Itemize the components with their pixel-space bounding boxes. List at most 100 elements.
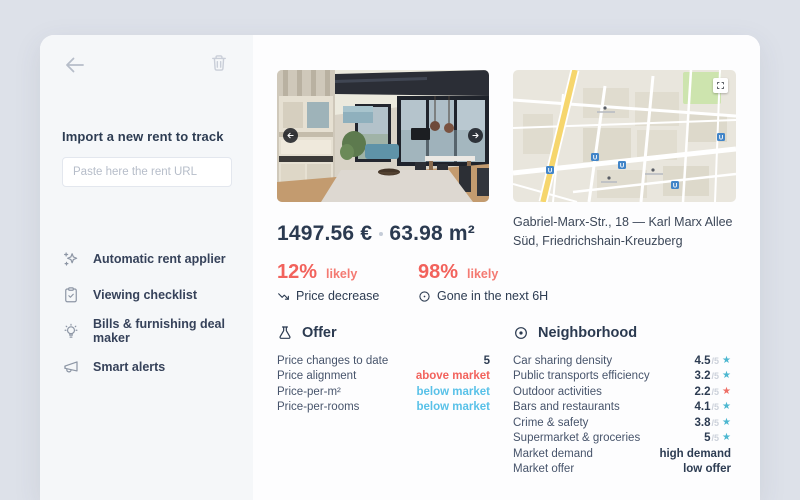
sidebar-item-bills-furnishing-deal-maker[interactable]: Bills & furnishing deal maker bbox=[62, 317, 253, 345]
offer-section: Offer Price changes to date 5 Price alig… bbox=[277, 325, 490, 415]
row-label: Outdoor activities bbox=[513, 385, 602, 398]
rating-outof: /5 bbox=[711, 402, 720, 413]
rating-row: Supermarket & groceries 5 /5 bbox=[513, 431, 731, 447]
rating-score: 2.2 bbox=[694, 385, 711, 398]
stat-gone-soon: 98% likely Gone in the next 6H bbox=[418, 261, 548, 303]
listing-detail: U U U U U 1497.56 € bbox=[253, 35, 760, 500]
back-arrow-icon bbox=[66, 57, 84, 73]
rating-score: 4.5 bbox=[694, 354, 711, 367]
map-image: U U U U U bbox=[513, 70, 736, 202]
delete-button[interactable] bbox=[209, 52, 229, 74]
rating-score: 4.1 bbox=[694, 401, 711, 414]
star-icon bbox=[722, 418, 731, 428]
sparkles-icon bbox=[64, 252, 78, 266]
fact-value: high demand bbox=[659, 447, 731, 460]
price-row: 1497.56 € 63.98 m² bbox=[277, 222, 475, 246]
import-heading: Import a new rent to track bbox=[62, 129, 224, 144]
svg-text:U: U bbox=[673, 184, 677, 190]
rating-row: Public transports efficiency 3.2 /5 bbox=[513, 369, 731, 385]
clipboard-check-icon bbox=[65, 287, 77, 303]
listing-address: Gabriel-Marx-Str., 18 — Karl Marx Allee … bbox=[513, 215, 733, 249]
row-label: Price-per-m² bbox=[277, 385, 341, 398]
offer-row: Price changes to date 5 bbox=[277, 353, 490, 369]
row-value: below market bbox=[416, 385, 491, 398]
arrow-right-icon bbox=[472, 132, 479, 139]
row-value: above market bbox=[415, 370, 490, 383]
megaphone-icon bbox=[64, 361, 78, 373]
rating-outof: /5 bbox=[711, 355, 720, 366]
rating-row: Outdoor activities 2.2 /5 bbox=[513, 384, 731, 400]
svg-text:U: U bbox=[719, 136, 723, 142]
sidebar-item-label: Smart alerts bbox=[93, 360, 166, 374]
dot-separator-icon bbox=[378, 232, 383, 236]
sidebar-item-label: Automatic rent applier bbox=[93, 252, 226, 266]
sidebar-item-label: Viewing checklist bbox=[93, 288, 197, 302]
sidebar-item-smart-alerts[interactable]: Smart alerts bbox=[62, 357, 253, 377]
svg-text:U: U bbox=[620, 164, 624, 170]
row-label: Price alignment bbox=[277, 370, 357, 383]
map-fullscreen-button[interactable] bbox=[713, 78, 728, 93]
offer-row: Price-per-m² below market bbox=[277, 384, 490, 400]
fullscreen-icon bbox=[717, 82, 724, 89]
row-value: below market bbox=[416, 401, 491, 414]
row-label: Bars and restaurants bbox=[513, 401, 620, 414]
row-label: Public transports efficiency bbox=[513, 370, 650, 383]
area-value: 63.98 m² bbox=[389, 222, 475, 245]
rating-outof: /5 bbox=[711, 371, 720, 382]
sidebar-item-viewing-checklist[interactable]: Viewing checklist bbox=[62, 285, 253, 305]
svg-text:U: U bbox=[593, 156, 597, 162]
location-pin-icon bbox=[515, 327, 527, 339]
arrow-left-icon bbox=[287, 132, 294, 139]
neighborhood-section: Neighborhood Car sharing density 4.5 /5 bbox=[513, 325, 731, 477]
row-value: 5 bbox=[483, 354, 490, 367]
sidebar-item-label: Bills & furnishing deal maker bbox=[93, 317, 225, 345]
map-preview[interactable]: U U U U U bbox=[513, 70, 736, 202]
sidebar: Import a new rent to track Automatic ren… bbox=[40, 35, 253, 500]
rating-row: Bars and restaurants 4.1 /5 bbox=[513, 400, 731, 416]
offer-rows: Price changes to date 5 Price alignment … bbox=[277, 353, 490, 415]
timer-icon bbox=[419, 290, 430, 302]
photo-carousel bbox=[277, 70, 489, 202]
rating-outof: /5 bbox=[711, 417, 720, 428]
row-label: Market offer bbox=[513, 463, 575, 476]
sidebar-item-automatic-rent-applier[interactable]: Automatic rent applier bbox=[62, 249, 253, 269]
apartment-photo bbox=[277, 70, 489, 202]
row-label: Market demand bbox=[513, 447, 593, 460]
offer-row: Price alignment above market bbox=[277, 369, 490, 385]
stat-percent: 98% bbox=[418, 261, 459, 283]
star-icon bbox=[722, 402, 731, 412]
stat-qualifier: likely bbox=[326, 267, 358, 281]
star-icon bbox=[722, 433, 731, 443]
price-value: 1497.56 € bbox=[277, 222, 373, 245]
flask-icon bbox=[279, 326, 291, 339]
row-label: Crime & safety bbox=[513, 416, 589, 429]
fact-row: Market demand high demand bbox=[513, 446, 731, 462]
rent-url-input[interactable] bbox=[62, 157, 232, 187]
row-label: Price-per-rooms bbox=[277, 401, 360, 414]
stat-caption-text: Gone in the next 6H bbox=[437, 289, 549, 303]
offer-row: Price-per-rooms below market bbox=[277, 400, 490, 416]
neighborhood-ratings: Car sharing density 4.5 /5 Public transp… bbox=[513, 353, 731, 446]
rating-score: 3.2 bbox=[694, 370, 711, 383]
rent-tracker-card: Import a new rent to track Automatic ren… bbox=[40, 35, 760, 500]
sidebar-menu: Automatic rent applier Viewing checklist bbox=[62, 249, 253, 377]
lightbulb-icon bbox=[64, 323, 78, 338]
carousel-prev-button[interactable] bbox=[283, 128, 298, 143]
trash-icon bbox=[212, 55, 226, 71]
back-button[interactable] bbox=[62, 53, 88, 77]
rating-outof: /5 bbox=[711, 433, 720, 444]
row-label: Price changes to date bbox=[277, 354, 389, 367]
row-label: Supermarket & groceries bbox=[513, 432, 641, 445]
rating-row: Crime & safety 3.8 /5 bbox=[513, 415, 731, 431]
svg-text:U: U bbox=[548, 169, 552, 175]
star-icon bbox=[722, 356, 731, 366]
row-label: Car sharing density bbox=[513, 354, 613, 367]
star-icon bbox=[722, 371, 731, 381]
stat-qualifier: likely bbox=[467, 267, 499, 281]
fact-row: Market offer low offer bbox=[513, 462, 731, 478]
carousel-next-button[interactable] bbox=[468, 128, 483, 143]
rating-row: Car sharing density 4.5 /5 bbox=[513, 353, 731, 369]
fact-value: low offer bbox=[683, 463, 731, 476]
stat-percent: 12% bbox=[277, 261, 318, 283]
